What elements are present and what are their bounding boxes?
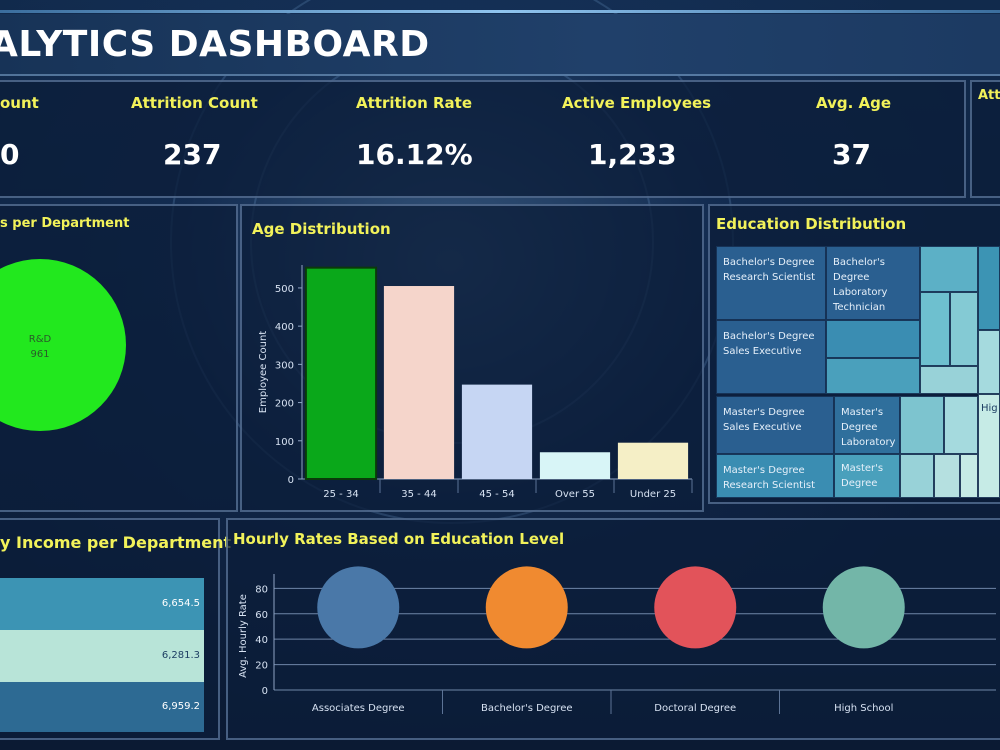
treemap-cell[interactable]: Master's Degree: [834, 454, 900, 498]
y-tick-label: 500: [275, 284, 294, 295]
treemap-cell[interactable]: Bachelor's Degree Research Scientist: [716, 246, 826, 320]
pie-slice-label: R&D: [29, 334, 52, 345]
kpi-label-attrition-rate: Attrition Rate: [356, 94, 473, 112]
kpi-value-avg-age: 37: [832, 138, 871, 171]
treemap-cell[interactable]: Hig: [978, 394, 1000, 498]
age-distribution-chart: 0 100 200 300 400 500 Employee Count 25 - 34 35 …: [258, 265, 693, 500]
kpi-label-avg-age: Avg. Age: [816, 94, 892, 112]
income-value: 6,654.5: [161, 598, 200, 609]
income-value: 6,281.3: [161, 650, 200, 661]
kpi-panel-right: [970, 80, 1000, 198]
treemap-cell[interactable]: Master's Degree Research Scientist: [716, 454, 834, 498]
treemap-cell-small[interactable]: [920, 246, 978, 292]
treemap-cell-small[interactable]: [944, 396, 978, 454]
kpi-label-attrition-count: Attrition Count: [131, 94, 258, 112]
y-tick-label: 0: [262, 686, 268, 697]
age-bar[interactable]: [383, 286, 455, 479]
treemap-cell[interactable]: Bachelor's Degree Sales Executive: [716, 320, 826, 394]
treemap-cell-small[interactable]: [826, 320, 920, 358]
income-panel-title: y Income per Department: [0, 533, 232, 552]
income-row[interactable]: 6,959.2: [0, 682, 204, 732]
header-bar: ALYTICS DASHBOARD: [0, 14, 1000, 76]
treemap-cell[interactable]: Bachelor's Degree Laboratory Technician: [826, 246, 920, 320]
x-tick-label: High School: [834, 703, 893, 714]
treemap-cell-small[interactable]: [934, 454, 960, 498]
income-table: 6,654.5 6,281.3 6,959.2: [0, 578, 204, 732]
x-tick-label: Associates Degree: [312, 703, 405, 714]
y-tick-label: 20: [255, 661, 268, 672]
hourly-rate-bubble[interactable]: [317, 566, 400, 649]
x-tick-label: 45 - 54: [479, 489, 514, 500]
x-tick-label: 25 - 34: [323, 489, 358, 500]
hourly-rate-bubble[interactable]: [654, 566, 737, 649]
treemap-cell-small[interactable]: [900, 396, 944, 454]
age-bar[interactable]: [617, 442, 689, 479]
age-distribution-title: Age Distribution: [252, 220, 391, 238]
department-panel-title: s per Department: [0, 216, 130, 231]
y-axis-label: Employee Count: [258, 331, 269, 413]
treemap-cell[interactable]: Master's Degree Laboratory: [834, 396, 900, 454]
y-tick-label: 80: [255, 584, 268, 595]
treemap-cell-small[interactable]: [978, 246, 1000, 330]
x-tick-label: Under 25: [630, 489, 676, 500]
hourly-rate-bubble[interactable]: [485, 566, 568, 649]
income-row[interactable]: 6,281.3: [0, 630, 204, 682]
education-treemap: Bachelor's Degree Research Scientist Bac…: [716, 246, 1000, 498]
y-tick-label: 60: [255, 610, 268, 621]
treemap-cell-small[interactable]: [826, 358, 920, 394]
y-tick-label: 100: [275, 437, 294, 448]
kpi-label-employee-count: ount: [0, 94, 39, 112]
kpi-value-attrition-rate: 16.12%: [356, 138, 473, 171]
x-tick-label: Doctoral Degree: [654, 703, 736, 714]
y-axis-label: Avg. Hourly Rate: [238, 594, 249, 678]
header-top-accent: [0, 10, 1000, 13]
treemap-cell-small[interactable]: [950, 292, 978, 366]
y-tick-label: 400: [275, 322, 294, 333]
hourly-rates-title: Hourly Rates Based on Education Level: [233, 530, 565, 548]
x-tick-label: 35 - 44: [401, 489, 436, 500]
income-value: 6,959.2: [161, 701, 200, 712]
pie-slice-rnd[interactable]: [0, 259, 126, 431]
treemap-cell-small[interactable]: [978, 330, 1000, 394]
x-tick-label: Bachelor's Degree: [481, 703, 573, 714]
treemap-cell[interactable]: Master's Degree Sales Executive: [716, 396, 834, 454]
age-bar[interactable]: [461, 384, 533, 479]
y-tick-label: 40: [255, 635, 268, 646]
age-bar[interactable]: [539, 452, 611, 479]
kpi-value-employee-count: 0: [0, 138, 20, 171]
kpi-panel: [0, 80, 966, 198]
dashboard-title: ALYTICS DASHBOARD: [0, 24, 430, 65]
education-distribution-title: Education Distribution: [716, 215, 907, 233]
y-tick-label: 200: [275, 399, 294, 410]
age-bar[interactable]: [304, 266, 378, 480]
y-tick-label: 300: [275, 360, 294, 371]
kpi-label-partial: Att: [978, 88, 1000, 103]
hourly-rates-chart: 0 20 40 60 80 Avg. Hourly Rate Associates Degr…: [238, 566, 996, 714]
kpi-label-active-employees: Active Employees: [562, 94, 712, 112]
treemap-cell-small[interactable]: [900, 454, 934, 498]
department-pie-chart: R&D 961: [0, 259, 126, 431]
kpi-value-active-employees: 1,233: [588, 138, 677, 171]
income-row[interactable]: 6,654.5: [0, 578, 204, 630]
pie-slice-value: 961: [30, 349, 49, 360]
treemap-cell-small[interactable]: [960, 454, 978, 498]
hourly-rate-bubble[interactable]: [822, 566, 905, 649]
kpi-value-attrition-count: 237: [163, 138, 222, 171]
treemap-cell-small[interactable]: [920, 366, 978, 394]
x-tick-label: Over 55: [555, 489, 595, 500]
y-tick-label: 0: [288, 475, 294, 486]
treemap-cell-small[interactable]: [920, 292, 950, 366]
